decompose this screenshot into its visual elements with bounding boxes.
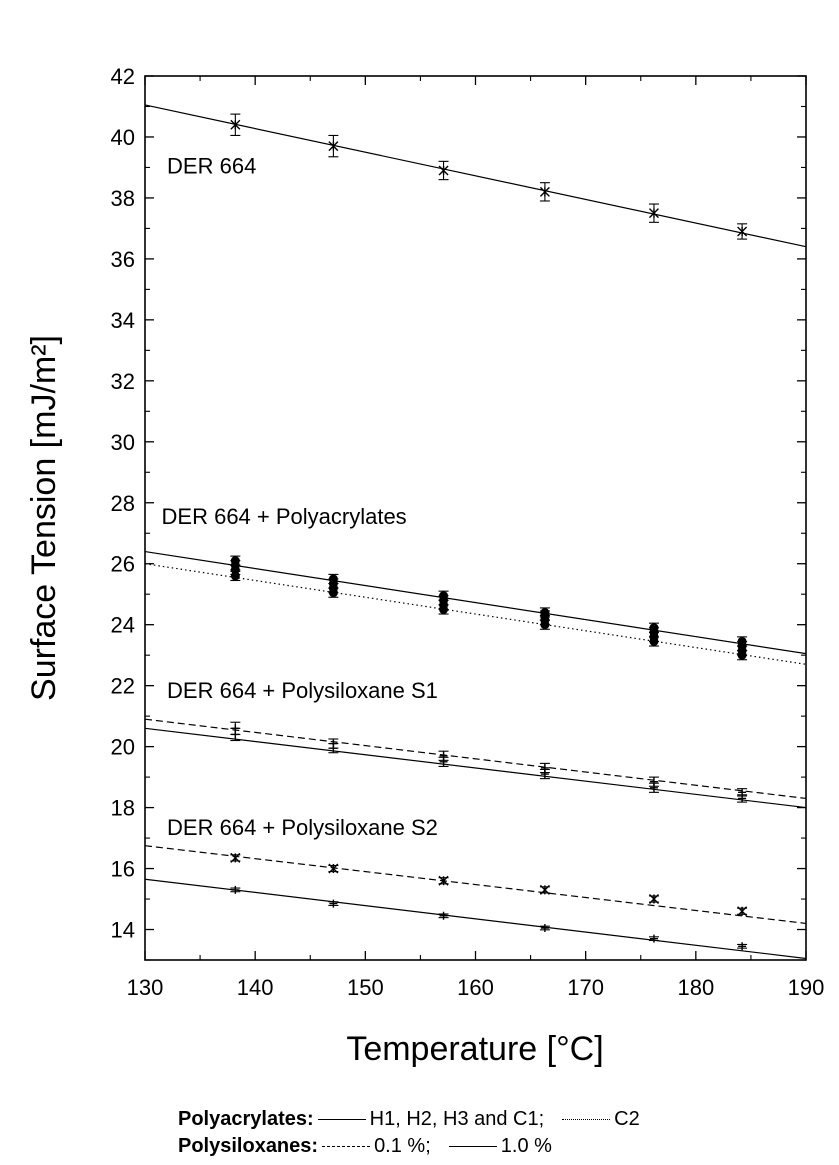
- fit-line-dashed-3: [144, 718, 807, 800]
- y-tick-label: 14: [111, 918, 135, 943]
- annotation-label-0: DER 664: [167, 154, 256, 179]
- fit-line-dashed-5: [144, 845, 807, 925]
- x-tick-label: 150: [347, 975, 384, 1000]
- data-point-dot: [328, 588, 338, 598]
- x-tick-label: 140: [237, 975, 274, 1000]
- legend-swatch-solid: [317, 1118, 366, 1120]
- y-tick-label: 32: [111, 369, 135, 394]
- annotations: DER 664 DER 664 + Polyacrylates DER 664 + …: [162, 154, 438, 840]
- data-point-plus: [329, 744, 338, 753]
- data-point-plus: [540, 770, 549, 779]
- fit-lines: [144, 104, 807, 960]
- y-axis-title: Surface Tension [mJ/m²]: [25, 335, 63, 701]
- data-point-plus: [540, 923, 549, 932]
- data-point-star: [648, 894, 659, 905]
- y-tick-label: 30: [111, 430, 135, 455]
- data-point-star: [539, 186, 550, 197]
- data-point-plus: [329, 899, 338, 908]
- data-point-star: [230, 852, 241, 863]
- annotation-label-3: DER 664 + Polysiloxane S2: [167, 815, 438, 840]
- data-point-star: [328, 863, 339, 874]
- data-point-dot: [649, 636, 659, 646]
- data-point-star: [328, 141, 339, 152]
- legend-swatch-solid-2: [448, 1145, 497, 1147]
- y-tick-label: 18: [111, 796, 135, 821]
- data-point-star: [737, 906, 748, 917]
- y-tick-label: 34: [111, 308, 135, 333]
- data-point-plus: [439, 911, 448, 920]
- data-point-star: [648, 208, 659, 219]
- legend-label-c2: C2: [614, 1107, 640, 1130]
- x-tick-label: 160: [457, 975, 494, 1000]
- legend-heading-polyacrylates: Polyacrylates:: [178, 1107, 314, 1130]
- x-axis-title: Temperature [°C]: [346, 1030, 603, 1068]
- data-point-plus: [649, 934, 658, 943]
- legend-heading-polysiloxanes: Polysiloxanes:: [178, 1134, 319, 1157]
- x-tick-label: 170: [567, 975, 604, 1000]
- x-tick-label: 180: [677, 975, 714, 1000]
- y-tick-label: 38: [111, 186, 135, 211]
- fit-line-solid-0: [144, 104, 807, 248]
- legend-swatch-dashed: [322, 1145, 371, 1147]
- legend-label-0-1-percent: 0.1 %;: [374, 1134, 431, 1157]
- legend-row-polyacrylates: Polyacrylates: H1, H2, H3 and C1; C2: [178, 1106, 640, 1132]
- data-point-star: [539, 884, 550, 895]
- fit-line-solid-6: [144, 878, 807, 960]
- legend-row-polysiloxanes: Polysiloxanes: 0.1 %; 1.0 %: [178, 1133, 552, 1159]
- data-point-dot: [737, 650, 747, 660]
- annotation-label-2: DER 664 + Polysiloxane S1: [167, 678, 438, 703]
- data-point-dot: [439, 604, 449, 614]
- y-tick-label: 42: [111, 64, 135, 89]
- data-series: [230, 113, 748, 951]
- fit-line-solid-4: [144, 727, 807, 809]
- data-point-dot: [230, 571, 240, 581]
- fit-line-dotted-2: [144, 563, 807, 665]
- annotation-label-1: DER 664 + Polyacrylates: [162, 504, 407, 529]
- data-point-plus: [738, 942, 747, 951]
- legend-label-1-0-percent: 1.0 %: [500, 1134, 552, 1157]
- data-point-plus: [649, 783, 658, 792]
- y-tick-label: 24: [111, 613, 135, 638]
- tick-labels: 130 140 150 160 170 180 190 14 16 18 20 22 24 26 28 30 3…: [111, 64, 825, 1000]
- y-tick-label: 20: [111, 735, 135, 760]
- y-tick-label: 40: [111, 125, 135, 150]
- legend-label-h1-h2-h3-c1: H1, H2, H3 and C1;: [369, 1107, 545, 1130]
- data-point-plus: [231, 885, 240, 894]
- data-point-star: [438, 875, 449, 886]
- x-tick-label: 190: [788, 975, 825, 1000]
- legend-swatch-dotted: [562, 1118, 611, 1120]
- x-tick-label: 130: [127, 975, 164, 1000]
- data-point-dot: [540, 620, 550, 630]
- y-tick-label: 28: [111, 491, 135, 516]
- fit-line-solid-1: [144, 550, 807, 655]
- y-tick-label: 36: [111, 247, 135, 272]
- data-point-plus: [738, 794, 747, 803]
- y-tick-label: 16: [111, 857, 135, 882]
- y-tick-label: 26: [111, 552, 135, 577]
- data-point-star: [438, 165, 449, 176]
- y-tick-label: 22: [111, 674, 135, 699]
- axes: [144, 75, 807, 961]
- data-point-star: [230, 119, 241, 130]
- data-point-plus: [231, 730, 240, 739]
- data-point-star: [737, 226, 748, 237]
- data-point-plus: [439, 757, 448, 766]
